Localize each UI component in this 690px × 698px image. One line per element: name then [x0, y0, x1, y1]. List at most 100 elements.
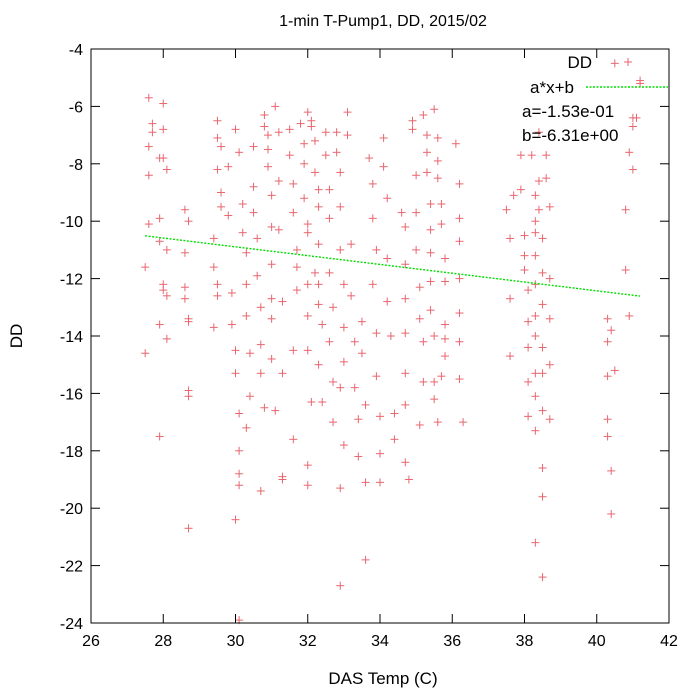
data-point-195 — [412, 245, 421, 254]
data-point-162 — [361, 478, 370, 487]
data-point-203 — [422, 148, 431, 157]
data-point-85 — [267, 354, 276, 363]
data-point-4 — [144, 142, 153, 151]
legend-marker-dd — [624, 58, 632, 66]
data-point-22 — [180, 205, 189, 214]
data-point-275 — [542, 174, 551, 183]
data-point-138 — [329, 418, 338, 427]
data-point-77 — [264, 131, 273, 140]
data-point-96 — [285, 151, 294, 160]
data-point-178 — [383, 297, 392, 306]
data-point-71 — [256, 340, 265, 349]
data-point-190 — [404, 475, 413, 484]
data-point-248 — [524, 377, 533, 386]
data-point-187 — [401, 369, 410, 378]
data-point-154 — [347, 291, 356, 300]
data-point-268 — [538, 343, 547, 352]
data-point-67 — [249, 208, 258, 217]
data-point-14 — [159, 99, 168, 108]
data-point-294 — [625, 148, 634, 157]
data-point-99 — [292, 245, 301, 254]
data-point-148 — [339, 441, 348, 450]
data-point-300 — [636, 76, 645, 85]
data-point-212 — [430, 395, 439, 404]
data-point-95 — [285, 125, 294, 134]
data-point-184 — [401, 260, 410, 269]
data-point-91 — [278, 297, 287, 306]
data-point-152 — [343, 131, 352, 140]
data-point-199 — [419, 377, 428, 386]
data-point-3 — [144, 171, 153, 180]
data-point-231 — [455, 309, 464, 318]
data-point-130 — [321, 128, 330, 137]
data-point-282 — [603, 337, 612, 346]
data-point-169 — [372, 329, 381, 338]
data-point-259 — [531, 392, 540, 401]
data-point-290 — [610, 59, 619, 68]
data-point-262 — [534, 128, 543, 137]
data-point-283 — [603, 372, 612, 381]
data-point-209 — [426, 306, 435, 315]
data-point-232 — [455, 337, 464, 346]
data-point-210 — [430, 332, 439, 340]
data-point-34 — [213, 280, 222, 289]
data-point-104 — [296, 119, 305, 128]
data-point-249 — [524, 412, 533, 421]
data-point-32 — [209, 234, 218, 243]
data-point-74 — [256, 486, 265, 495]
data-point-129 — [318, 398, 327, 407]
data-point-19 — [162, 245, 171, 254]
data-point-254 — [531, 251, 540, 260]
data-point-193 — [412, 171, 421, 180]
data-point-118 — [307, 122, 316, 131]
data-point-267 — [538, 300, 547, 309]
y-tick-label-4: -12 — [60, 272, 83, 289]
data-point-188 — [401, 400, 410, 409]
data-point-70 — [256, 303, 265, 312]
data-point-171 — [376, 412, 384, 421]
x-tick-label-4: 34 — [371, 633, 389, 650]
data-point-277 — [545, 274, 554, 283]
x-tick-label-1: 28 — [154, 633, 172, 650]
data-point-10 — [155, 320, 164, 329]
data-point-101 — [292, 286, 301, 295]
data-point-102 — [289, 346, 298, 355]
axes — [90, 48, 670, 624]
data-point-164 — [365, 154, 374, 163]
data-point-144 — [339, 280, 348, 289]
x-tick-label-6: 38 — [516, 633, 534, 650]
data-point-82 — [267, 260, 276, 269]
data-point-114 — [303, 461, 312, 470]
data-point-108 — [303, 220, 312, 229]
data-point-269 — [538, 369, 547, 378]
data-point-57 — [238, 199, 247, 208]
data-point-39 — [217, 142, 226, 151]
x-axis-label: DAS Temp (C) — [328, 669, 437, 688]
data-point-223 — [441, 352, 450, 361]
data-point-266 — [538, 268, 547, 277]
data-point-243 — [520, 251, 529, 260]
data-point-225 — [433, 418, 442, 427]
data-point-229 — [455, 237, 464, 246]
data-point-215 — [433, 156, 442, 165]
data-point-176 — [383, 194, 392, 203]
y-tick-label-9: -22 — [60, 559, 83, 576]
data-point-140 — [332, 148, 341, 157]
data-point-134 — [325, 268, 334, 277]
data-point-60 — [242, 280, 251, 289]
data-point-12 — [159, 286, 168, 295]
data-point-172 — [376, 449, 384, 458]
data-point-100 — [292, 263, 301, 272]
data-point-46 — [227, 320, 236, 329]
data-point-230 — [455, 274, 464, 283]
data-point-287 — [607, 509, 616, 518]
x-tick-label-2: 30 — [227, 633, 245, 650]
data-point-58 — [238, 228, 247, 237]
data-point-242 — [520, 231, 529, 240]
data-point-153 — [347, 240, 356, 249]
data-point-168 — [368, 280, 377, 289]
data-point-115 — [303, 481, 312, 490]
data-point-174 — [379, 133, 388, 142]
y-tick-label-7: -18 — [60, 444, 83, 461]
data-point-204 — [422, 168, 431, 177]
